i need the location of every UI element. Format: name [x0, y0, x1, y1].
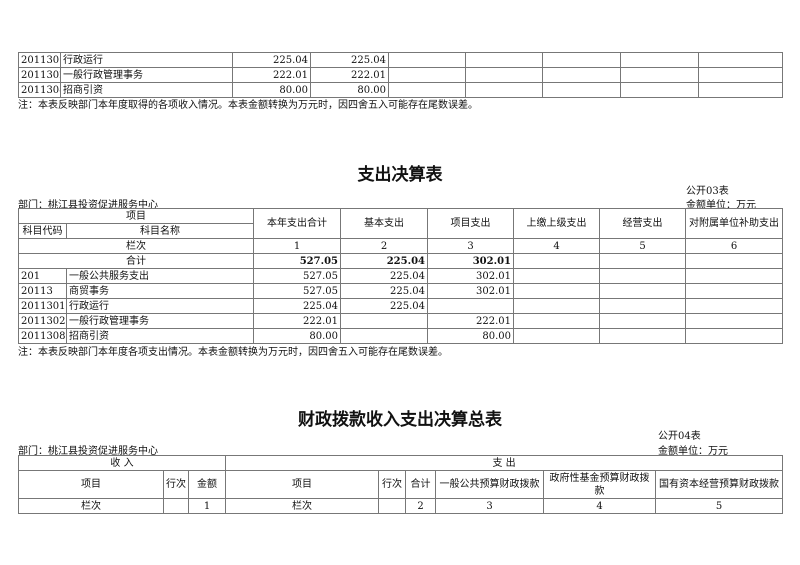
- header: 行次: [163, 470, 189, 499]
- code: 201: [18, 268, 67, 284]
- fiscal-title: 财政拨款收入支出决算总表: [298, 410, 502, 430]
- header: 上缴上级支出: [513, 208, 600, 239]
- value: 222.01: [310, 67, 389, 83]
- table-row: 20113 商贸事务 527.05 225.04 302.01: [18, 283, 783, 299]
- col-num: 1: [253, 238, 341, 254]
- expense-dept: 部门：桃江县投资促进服务中心: [18, 200, 158, 211]
- code: 2011302: [18, 313, 67, 329]
- name: 招商引资: [60, 82, 233, 98]
- fiscal-form-no: 公开04表: [658, 431, 701, 442]
- value: 222.01: [232, 67, 311, 83]
- value: 225.04: [310, 52, 389, 68]
- value: 527.05: [253, 283, 341, 299]
- name: 商贸事务: [66, 283, 254, 299]
- code: 2011302: [18, 67, 61, 83]
- header: 项目: [18, 470, 164, 499]
- value: 225.04: [232, 52, 311, 68]
- value: 222.01: [253, 313, 341, 329]
- name: 一般行政管理事务: [66, 313, 254, 329]
- col-num: 3: [427, 238, 514, 254]
- value: 225.04: [340, 253, 428, 269]
- header: 行次: [378, 470, 407, 499]
- value: 225.04: [340, 298, 428, 314]
- name: 招商引资: [66, 328, 254, 344]
- value: 80.00: [427, 328, 514, 344]
- value: 225.04: [340, 283, 428, 299]
- col-num: 4: [513, 238, 600, 254]
- code: 2011301: [18, 298, 67, 314]
- value: 80.00: [310, 82, 389, 98]
- header-item: 项目: [18, 208, 254, 224]
- expense-header: 支 出: [225, 455, 784, 471]
- col-num: 4: [543, 498, 657, 514]
- lanci: 栏次: [18, 238, 254, 254]
- col-num: 3: [435, 498, 545, 514]
- col-num: 1: [187, 498, 227, 514]
- value: 225.04: [340, 268, 428, 284]
- header-name: 科目名称: [66, 223, 254, 239]
- header: 政府性基金预算财政拨款: [543, 470, 657, 499]
- value: 80.00: [253, 328, 341, 344]
- value: 527.05: [253, 253, 341, 269]
- header: 一般公共预算财政拨款: [435, 470, 545, 499]
- header: 基本支出: [340, 208, 428, 239]
- value: [340, 328, 428, 344]
- col-num: 5: [599, 238, 686, 254]
- expense-note: 注：本表反映部门本年度各项支出情况。本表金额转换为万元时，因四舍五入可能存在尾数…: [18, 347, 448, 358]
- col-num: 5: [655, 498, 784, 514]
- expense-table: 项目 本年支出合计 基本支出 项目支出 上缴上级支出 经营支出 对附属单位补助支出 科目代…: [18, 208, 783, 344]
- expense-form-no: 公开03表: [686, 186, 729, 197]
- value: [340, 313, 428, 329]
- value: [427, 298, 514, 314]
- header: 金额: [187, 470, 227, 499]
- code: 20113: [18, 283, 67, 299]
- header-code: 科目代码: [18, 223, 67, 239]
- name: 行政运行: [60, 52, 233, 68]
- value: 225.04: [253, 298, 341, 314]
- header: 项目支出: [427, 208, 514, 239]
- name: 一般公共服务支出: [66, 268, 254, 284]
- fiscal-unit: 金额单位：万元: [658, 446, 728, 457]
- header: 项目: [225, 470, 380, 499]
- income-header: 收 入: [17, 455, 227, 471]
- value: 302.01: [427, 268, 514, 284]
- header: 国有资本经营预算财政拨款: [655, 470, 784, 499]
- header: 经营支出: [599, 208, 686, 239]
- expense-unit: 金额单位：万元: [686, 200, 756, 211]
- col-num: 6: [685, 238, 783, 254]
- col-num: 2: [340, 238, 428, 254]
- code: 2011301: [18, 52, 61, 68]
- name: 行政运行: [66, 298, 254, 314]
- fiscal-dept: 部门：桃江县投资促进服务中心: [18, 446, 158, 457]
- code: 2011308: [18, 328, 67, 344]
- header: 合计: [405, 470, 437, 499]
- lanci: 栏次: [18, 498, 164, 514]
- name: 一般行政管理事务: [60, 67, 233, 83]
- value: 80.00: [232, 82, 311, 98]
- income-note: 注：本表反映部门本年度取得的各项收入情况。本表金额转换为万元时，因四舍五入可能存…: [18, 100, 478, 111]
- total-row: 合计 527.05 225.04 302.01: [18, 253, 783, 269]
- col-num: 2: [405, 498, 437, 514]
- value: 302.01: [427, 253, 514, 269]
- fiscal-table: 收 入支 出 项目 行次 金额 项目 行次 合计 一般公共预算财政拨款 政府性基金预算财政拨款…: [17, 455, 784, 514]
- lanci: 栏次: [225, 498, 380, 514]
- header: 对附属单位补助支出: [685, 208, 783, 239]
- table-row: 201 一般公共服务支出 527.05 225.04 302.01: [18, 268, 783, 284]
- expense-title: 支出决算表: [357, 165, 443, 185]
- code: 2011308: [18, 82, 61, 98]
- value: 302.01: [427, 283, 514, 299]
- value: 222.01: [427, 313, 514, 329]
- value: 527.05: [253, 268, 341, 284]
- total-label: 合计: [18, 253, 254, 269]
- header: 本年支出合计: [253, 208, 341, 239]
